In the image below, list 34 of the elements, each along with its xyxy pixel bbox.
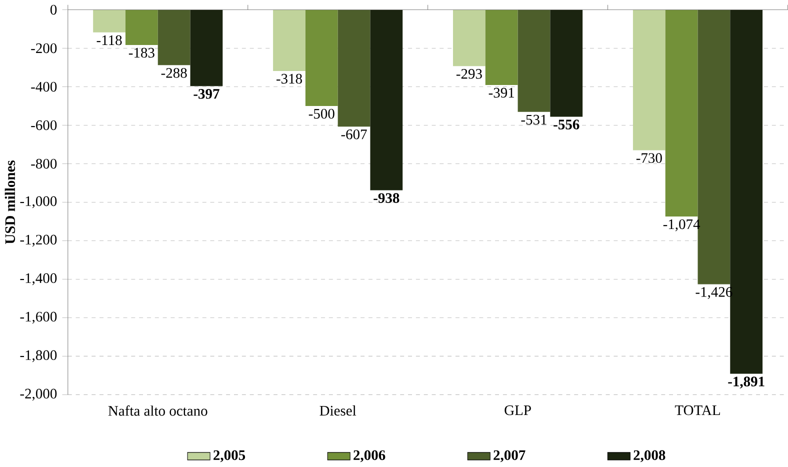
data-label: -938 bbox=[374, 193, 400, 203]
x-tick-label: Diesel bbox=[320, 405, 356, 416]
legend-label: 2,006 bbox=[354, 450, 386, 462]
data-label: -318 bbox=[276, 74, 302, 84]
data-label: -397 bbox=[194, 88, 220, 99]
data-label: -183 bbox=[128, 48, 154, 58]
y-tick-label: -400 bbox=[31, 82, 57, 92]
legend-label: 2,008 bbox=[634, 450, 666, 462]
data-label: -500 bbox=[308, 108, 334, 118]
y-tick-label: -2,000 bbox=[20, 388, 57, 400]
data-label: -288 bbox=[161, 68, 187, 78]
y-tick-label: -800 bbox=[31, 158, 57, 168]
y-tick-label: -1,400 bbox=[20, 273, 57, 285]
y-tick-label: -1,000 bbox=[20, 196, 57, 208]
y-tick-label: 0 bbox=[50, 4, 57, 14]
data-label: -730 bbox=[636, 152, 662, 163]
data-label: -391 bbox=[488, 88, 514, 98]
data-label: -531 bbox=[521, 114, 546, 124]
y-tick-label: -600 bbox=[31, 120, 57, 130]
y-tick-label: -1,800 bbox=[20, 350, 57, 362]
y-tick-label: -200 bbox=[31, 43, 57, 53]
y-tick-label: -1,600 bbox=[20, 312, 57, 324]
legend-label: 2,005 bbox=[214, 450, 246, 462]
data-label: -607 bbox=[341, 129, 367, 140]
data-label: -293 bbox=[456, 68, 482, 79]
legend-label: 2,007 bbox=[494, 450, 526, 462]
data-label: -1,891 bbox=[728, 376, 764, 388]
x-tick-label: GLP bbox=[504, 405, 531, 415]
y-tick-label: -1,200 bbox=[20, 234, 57, 246]
data-label: -118 bbox=[96, 35, 122, 45]
x-tick-label: Nafta alto octano bbox=[108, 405, 208, 416]
x-tick-label: TOTAL bbox=[674, 405, 720, 415]
data-label: -556 bbox=[554, 119, 580, 130]
y-axis-title: USD millones bbox=[4, 160, 16, 244]
